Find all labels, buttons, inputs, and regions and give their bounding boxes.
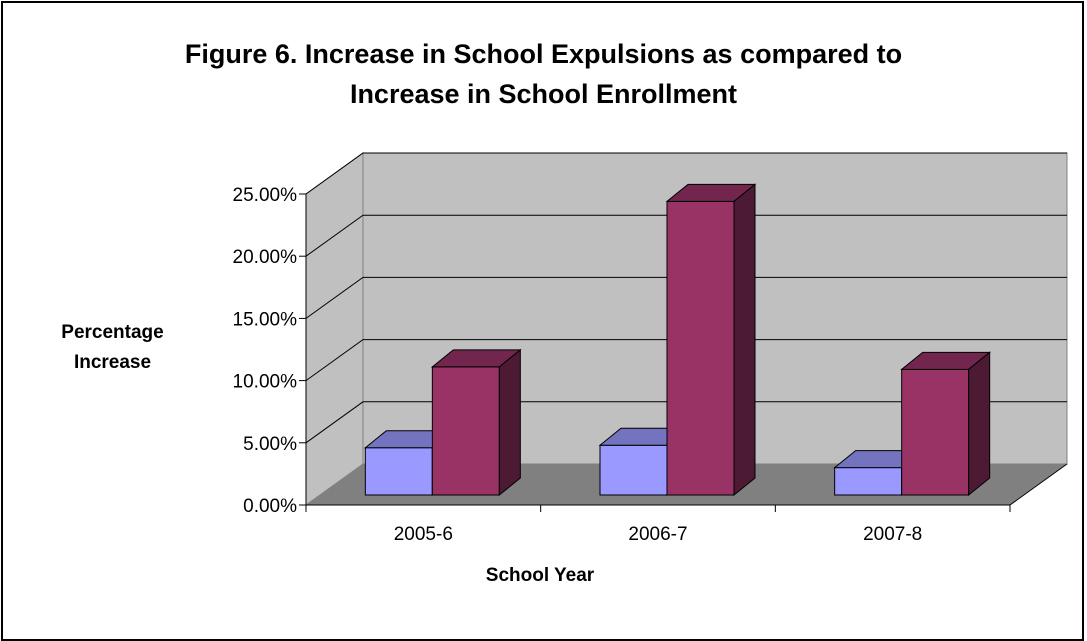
bar-front bbox=[666, 200, 735, 496]
y-tick-label: 0.00% bbox=[243, 496, 297, 517]
y-axis-title: Percentage Increase bbox=[61, 322, 164, 373]
bar-front bbox=[431, 366, 500, 496]
y-tick-label: 25.00% bbox=[233, 185, 298, 206]
x-axis-title: School Year bbox=[485, 565, 595, 586]
chart-title: Figure 6. Increase in School Expulsions … bbox=[184, 39, 903, 109]
bar-front bbox=[901, 368, 970, 496]
x-tick-label: 2006-7 bbox=[628, 524, 687, 545]
x-tick-label: 2005-6 bbox=[394, 524, 453, 545]
bar-side bbox=[498, 348, 521, 497]
y-tick-label: 15.00% bbox=[233, 309, 298, 330]
bar-side bbox=[733, 183, 756, 497]
x-axis-depth-edge bbox=[1009, 463, 1068, 506]
gridline bbox=[305, 339, 1067, 382]
gridline bbox=[305, 276, 1067, 319]
x-tick-label: 2007-8 bbox=[863, 524, 922, 545]
gridline bbox=[305, 152, 1067, 195]
y-tick-label: 5.00% bbox=[243, 434, 297, 455]
bar-front bbox=[599, 444, 668, 496]
gridline bbox=[305, 401, 1067, 444]
y-tick-label: 10.00% bbox=[233, 372, 298, 393]
gridline bbox=[305, 214, 1067, 257]
y-tick-label: 20.00% bbox=[233, 247, 298, 268]
bar-front bbox=[834, 467, 903, 496]
bar-side bbox=[968, 351, 991, 497]
side-wall bbox=[305, 152, 364, 506]
bar-front bbox=[364, 447, 433, 496]
